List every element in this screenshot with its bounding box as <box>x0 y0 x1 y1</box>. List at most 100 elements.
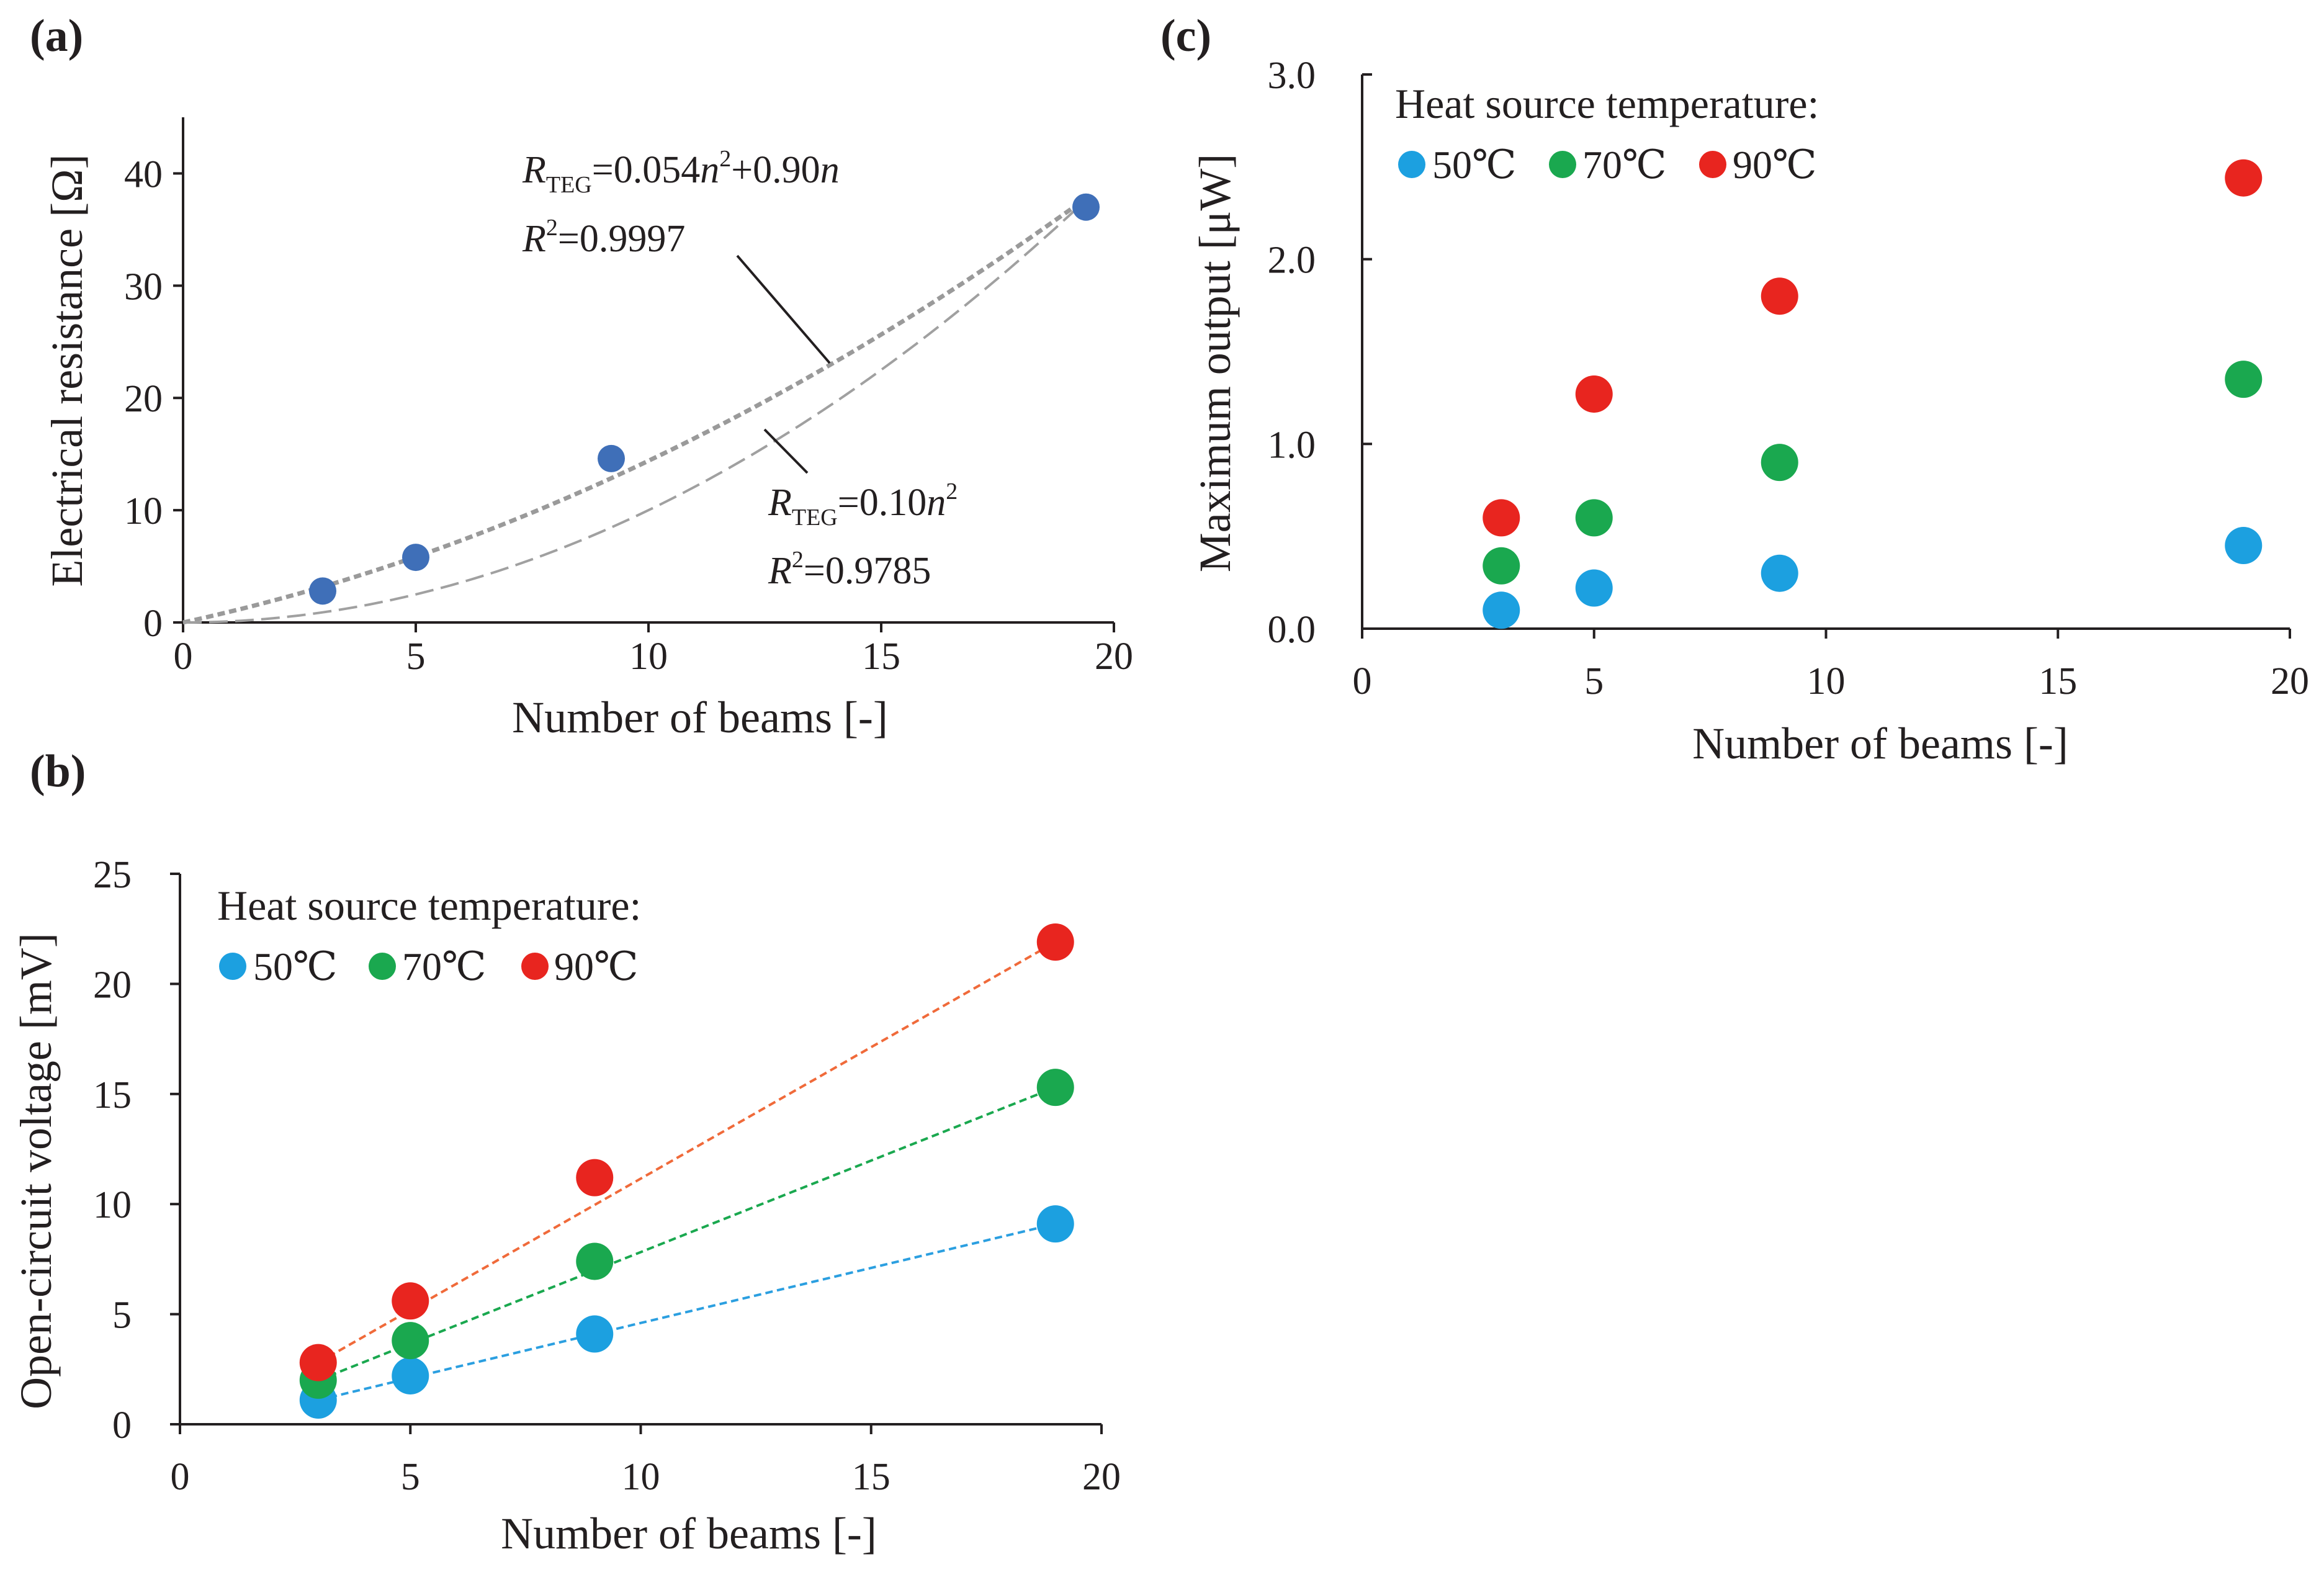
fit-a-exp: 2 <box>719 146 731 172</box>
panel-a-label: (a) <box>30 11 83 61</box>
panel-a-x-tick-label: 15 <box>862 635 900 678</box>
fit-a-r2-exp: 2 <box>546 215 558 241</box>
panel-c-legend-50c-label: 50℃ <box>1432 143 1517 187</box>
fit-b-r2-var: R <box>768 550 792 592</box>
panel-c-axes: 0 5 10 15 20 0.0 1.0 2.0 3.0 <box>1268 55 2310 703</box>
panel-c-x-tick-label: 10 <box>1807 660 1846 703</box>
panel-c-x-tick-label: 0 <box>1353 660 1372 703</box>
panel-a-y-tick-label: 0 <box>143 603 163 645</box>
panel-a-axes: 0 5 10 15 20 0 10 20 30 40 <box>124 117 1133 678</box>
fit-b-curve <box>182 194 1092 624</box>
panel-b-legend-50c-marker <box>219 953 246 980</box>
fit-a-coef-b: +0.90 <box>731 149 820 191</box>
data-point-70c <box>1761 444 1798 482</box>
panel-b: (b) 0 5 10 15 20 0 5 10 15 20 25 Heat source tempe… <box>11 746 1121 1558</box>
panel-a-x-tick-label: 20 <box>1095 635 1133 678</box>
data-point <box>402 544 429 572</box>
fit-b-equation: RTEG=0.10n2 <box>768 478 958 531</box>
fit-b-exp: 2 <box>946 478 958 505</box>
data-point-90c <box>1483 499 1520 537</box>
panel-a-xlabel: Number of beams [-] <box>512 693 888 742</box>
panel-c-x-tick-label: 15 <box>2039 660 2077 703</box>
panel-b-x-tick-label: 20 <box>1082 1456 1121 1498</box>
data-point-70c <box>392 1322 429 1360</box>
panel-b-y-tick-label: 0 <box>112 1404 132 1447</box>
panel-b-legend-50c-label: 50℃ <box>253 945 338 989</box>
panel-b-x-tick-label: 5 <box>401 1456 420 1498</box>
fit-a-r2-var: R <box>522 218 546 260</box>
panel-a-y-tick-label: 10 <box>124 490 163 532</box>
data-point-70c <box>2225 361 2263 398</box>
data-point-50c <box>576 1315 614 1353</box>
panel-b-legend-90c-label: 90℃ <box>554 945 639 989</box>
panel-c-x-tick-label: 20 <box>2271 660 2309 703</box>
fit-a-n1: n <box>700 149 719 191</box>
data-point-90c <box>1575 375 1613 413</box>
fit-b-r2-val: =0.9785 <box>804 550 931 592</box>
panel-a-y-tick-label: 20 <box>124 378 163 420</box>
data-point-90c <box>299 1344 337 1381</box>
fit-a-lhs-var: R <box>522 149 546 191</box>
panel-b-y-tick-label: 5 <box>112 1295 132 1337</box>
data-point <box>309 577 336 605</box>
panel-a-y-tick-label: 40 <box>124 153 163 195</box>
panel-b-axes: 0 5 10 15 20 0 5 10 15 20 25 <box>93 854 1121 1498</box>
panel-b-x-tick-label: 0 <box>171 1456 190 1498</box>
data-point <box>1072 193 1100 221</box>
data-point-90c <box>1761 277 1798 315</box>
data-point-90c <box>576 1159 614 1197</box>
fit-a-r2-val: =0.9997 <box>558 218 685 260</box>
data-point-70c <box>1575 499 1613 537</box>
fit-b-r2: R2=0.9785 <box>768 547 931 592</box>
data-point-70c <box>1483 547 1520 585</box>
panel-c-y-tick-label: 0.0 <box>1268 609 1316 651</box>
data-point-50c <box>392 1357 429 1394</box>
panel-c-xlabel: Number of beams [-] <box>1692 719 2068 768</box>
data-point-70c <box>576 1242 614 1280</box>
fit-a-n2: n <box>820 149 840 191</box>
panel-c-legend-70c-marker <box>1549 151 1576 178</box>
panel-b-xlabel: Number of beams [-] <box>501 1509 877 1558</box>
fit-a-leader-line <box>736 254 831 364</box>
fit-b-n1: n <box>926 482 946 524</box>
fit-b-leader-line <box>763 428 809 474</box>
fit-a-coef-a: =0.054 <box>592 149 700 191</box>
panel-b-legend-90c-marker <box>521 953 549 980</box>
panel-a-y-tick-label: 30 <box>124 266 163 308</box>
panel-b-legend: 50℃ 70℃ 90℃ <box>219 945 639 989</box>
fit-b-lhs-var: R <box>768 482 792 524</box>
trend-line-50c <box>318 1223 1056 1401</box>
data-point-50c <box>1575 569 1613 607</box>
fit-a-lhs-sub: TEG <box>546 172 592 198</box>
fit-a-equation: RTEG=0.054n2+0.90n <box>522 146 840 198</box>
panel-b-y-tick-label: 15 <box>93 1074 132 1116</box>
data-point-90c <box>2225 159 2263 197</box>
panel-b-y-tick-label: 20 <box>93 964 132 1006</box>
fit-b-lhs-sub: TEG <box>792 505 838 531</box>
panel-c: (c) 0 5 10 15 20 0.0 1.0 2.0 3.0 Heat source tem… <box>1160 11 2309 768</box>
panel-c-legend-50c-marker <box>1398 151 1425 178</box>
data-point-70c <box>1036 1069 1074 1107</box>
panel-b-ylabel: Open-circuit voltage [mV] <box>11 933 61 1409</box>
panel-b-legend-70c-label: 70℃ <box>402 945 487 989</box>
panel-c-x-tick-label: 5 <box>1584 660 1604 703</box>
panel-b-x-tick-label: 10 <box>622 1456 660 1498</box>
panel-c-ylabel: Maximum output [μW] <box>1190 154 1240 573</box>
panel-b-data-points <box>299 923 1074 1419</box>
panel-b-legend-title: Heat source temperature: <box>217 882 641 929</box>
panel-a-ylabel: Electrical resistance [Ω] <box>42 154 92 586</box>
data-point-50c <box>2225 527 2263 565</box>
trend-line-70c <box>318 1086 1056 1381</box>
panel-c-legend-70c-label: 70℃ <box>1582 143 1667 187</box>
panel-b-label: (b) <box>30 746 86 797</box>
data-point-90c <box>1036 923 1074 961</box>
data-point-50c <box>1761 554 1798 592</box>
panel-c-y-tick-label: 1.0 <box>1268 424 1316 466</box>
panel-a-x-tick-label: 10 <box>629 635 668 678</box>
fit-a-r2: R2=0.9997 <box>522 215 685 260</box>
data-point-50c <box>1483 591 1520 629</box>
panel-a-x-tick-label: 5 <box>406 635 426 678</box>
fit-b-r2-exp: 2 <box>792 547 804 573</box>
fit-b-coef-a: =0.10 <box>838 482 926 524</box>
